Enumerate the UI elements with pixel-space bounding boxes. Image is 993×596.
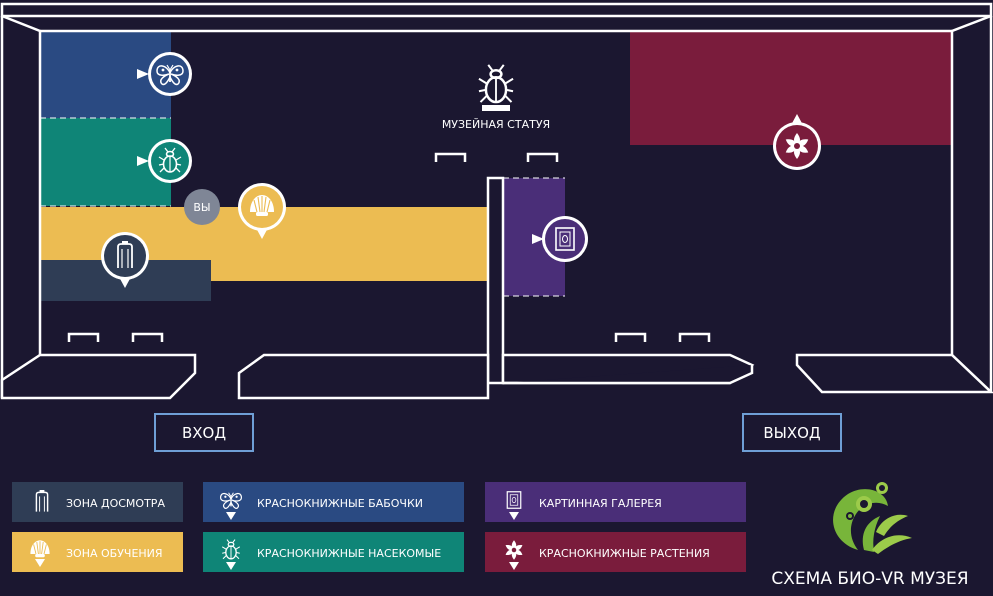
entrance-sign[interactable]: ВХОД <box>154 413 254 452</box>
pointer-shape <box>226 512 236 520</box>
bench <box>67 332 100 342</box>
museum-walls <box>0 2 993 399</box>
bench <box>434 152 467 162</box>
plant-leaf-logo <box>833 482 912 554</box>
inspection-marker[interactable] <box>101 232 149 288</box>
front-wall-segments <box>0 353 993 400</box>
legend-label: ЗОНА ОБУЧЕНИЯ <box>66 547 163 560</box>
legend: ЗОНА ДОСМОТРА ЗОНА ОБУЧЕНИЯ КРАСНОКНИЖНЫ… <box>12 482 746 572</box>
legend-item-inspection[interactable]: ЗОНА ДОСМОТРА <box>12 482 183 522</box>
gallery-marker[interactable] <box>532 216 588 262</box>
legend-item-learning[interactable]: ЗОНА ОБУЧЕНИЯ <box>12 532 183 572</box>
you-label: ВЫ <box>193 201 210 214</box>
you-are-here-marker: ВЫ <box>184 189 220 225</box>
bench <box>526 152 559 162</box>
legend-label: КРАСНОКНИЖНЫЕ НАСЕКОМЫЕ <box>257 547 441 560</box>
pointer-shape <box>35 559 45 567</box>
plants-marker[interactable] <box>773 114 821 170</box>
pointer-shape <box>509 562 519 570</box>
entrance-label: ВХОД <box>182 424 226 442</box>
pointer-shape <box>226 562 236 570</box>
bench <box>131 332 164 342</box>
beetle-statue-icon <box>477 63 515 111</box>
legend-item-insects[interactable]: КРАСНОКНИЖНЫЕ НАСЕКОМЫЕ <box>203 532 464 572</box>
legend-item-plants[interactable]: КРАСНОКНИЖНЫЕ РАСТЕНИЯ <box>485 532 746 572</box>
legend-item-gallery[interactable]: КАРТИННАЯ ГАЛЕРЕЯ <box>485 482 746 522</box>
legend-label: КАРТИННАЯ ГАЛЕРЕЯ <box>539 497 662 510</box>
legend-label: ЗОНА ДОСМОТРА <box>66 497 165 510</box>
bench <box>614 332 647 342</box>
legend-label: КРАСНОКНИЖНЫЕ БАБОЧКИ <box>257 497 423 510</box>
statue-label: МУЗЕЙНАЯ СТАТУЯ <box>442 118 550 131</box>
exit-label: ВЫХОД <box>763 424 820 442</box>
pointer-shape <box>509 512 519 520</box>
legend-item-butterflies[interactable]: КРАСНОКНИЖНЫЕ БАБОЧКИ <box>203 482 464 522</box>
map-title: СХЕМА БИО-VR МУЗЕЯ <box>771 569 968 589</box>
learning-marker[interactable] <box>238 183 286 239</box>
exit-sign[interactable]: ВЫХОД <box>742 413 842 452</box>
butterflies-marker[interactable] <box>137 52 192 96</box>
bench <box>678 332 711 342</box>
legend-label: КРАСНОКНИЖНЫЕ РАСТЕНИЯ <box>539 547 710 560</box>
insects-marker[interactable] <box>137 139 192 183</box>
benches <box>67 152 711 342</box>
